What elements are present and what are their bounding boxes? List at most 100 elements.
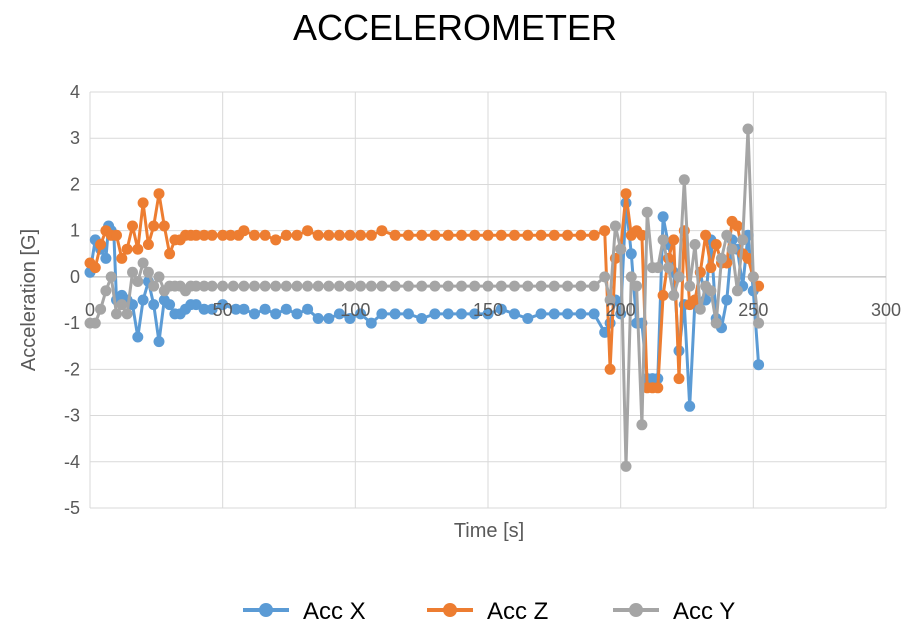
x-tick-label: 150	[473, 300, 503, 320]
data-point	[678, 174, 690, 186]
data-point	[620, 188, 632, 200]
data-point	[535, 229, 547, 241]
data-point	[673, 373, 685, 385]
data-point	[716, 252, 727, 264]
data-point	[291, 280, 303, 292]
data-point	[355, 280, 367, 292]
data-point	[700, 229, 712, 241]
data-point	[142, 239, 154, 250]
data-point	[721, 229, 733, 241]
data-point	[270, 234, 282, 246]
data-point	[121, 308, 133, 320]
data-point	[217, 299, 229, 311]
data-point	[652, 262, 664, 274]
legend-item: Acc Y	[613, 598, 735, 625]
data-point	[575, 308, 587, 320]
data-point	[198, 229, 210, 241]
data-point	[238, 225, 250, 237]
data-point	[662, 262, 674, 274]
data-point	[482, 280, 494, 292]
legend-label: Acc X	[303, 598, 366, 625]
data-point	[469, 308, 481, 320]
data-point	[249, 229, 260, 241]
data-point	[148, 220, 160, 232]
data-point	[456, 229, 467, 241]
data-point	[259, 229, 271, 241]
data-point	[365, 229, 377, 241]
data-point	[469, 280, 481, 292]
data-point	[548, 229, 560, 241]
data-point	[355, 229, 367, 241]
data-point	[599, 225, 611, 237]
data-point	[562, 229, 574, 241]
data-point	[641, 206, 653, 218]
data-point	[429, 280, 441, 292]
data-point	[230, 303, 242, 315]
data-point	[726, 243, 738, 255]
data-point	[127, 220, 138, 232]
data-point	[89, 262, 101, 274]
data-point	[731, 285, 743, 297]
data-point	[344, 280, 356, 292]
data-point	[753, 359, 765, 371]
data-point	[742, 123, 754, 135]
data-point	[389, 229, 401, 241]
y-tick-label: -2	[64, 359, 80, 379]
data-point	[416, 280, 428, 292]
data-point	[238, 303, 250, 315]
data-point	[217, 280, 229, 292]
data-point	[164, 299, 176, 311]
y-tick-label: 4	[70, 82, 80, 102]
data-point	[575, 280, 587, 292]
data-point	[673, 271, 685, 283]
data-point	[111, 308, 122, 320]
x-tick-label: 200	[606, 300, 636, 320]
data-point	[116, 252, 128, 264]
data-point	[442, 280, 454, 292]
data-point	[376, 225, 388, 237]
data-point	[323, 229, 335, 241]
data-point	[198, 303, 210, 315]
data-point	[705, 262, 717, 274]
series-acc-y	[84, 123, 765, 472]
data-point	[206, 303, 218, 315]
data-point	[442, 229, 454, 241]
y-tick-label: -4	[64, 452, 80, 472]
data-point	[604, 294, 616, 306]
data-point	[333, 229, 345, 241]
data-point	[562, 308, 574, 320]
data-point	[588, 229, 600, 241]
data-point	[137, 197, 149, 209]
series-acc-z	[84, 188, 765, 394]
legend-item: Acc Z	[427, 598, 548, 625]
data-point	[509, 280, 520, 292]
data-point	[376, 308, 388, 320]
data-point	[705, 285, 717, 297]
y-tick-label: -5	[64, 498, 80, 518]
legend-marker	[443, 603, 457, 617]
data-point	[105, 271, 117, 283]
data-point	[657, 211, 669, 223]
data-point	[259, 280, 271, 292]
legend-marker	[259, 603, 273, 617]
data-point	[280, 303, 292, 315]
x-tick-label: 0	[85, 300, 95, 320]
data-point	[148, 280, 160, 292]
data-point	[132, 276, 144, 287]
data-point	[365, 280, 377, 292]
y-tick-label: -1	[64, 313, 80, 333]
data-point	[509, 308, 520, 320]
data-point	[604, 363, 616, 375]
data-point	[535, 308, 547, 320]
data-point	[153, 188, 165, 200]
data-point	[142, 266, 154, 278]
data-point	[535, 280, 547, 292]
data-point	[548, 308, 560, 320]
data-point	[416, 229, 428, 241]
legend: Acc X Acc Z Acc Y	[243, 598, 735, 625]
x-tick-label: 250	[738, 300, 768, 320]
data-point	[609, 220, 621, 232]
data-point	[95, 303, 107, 315]
data-point	[575, 229, 587, 241]
